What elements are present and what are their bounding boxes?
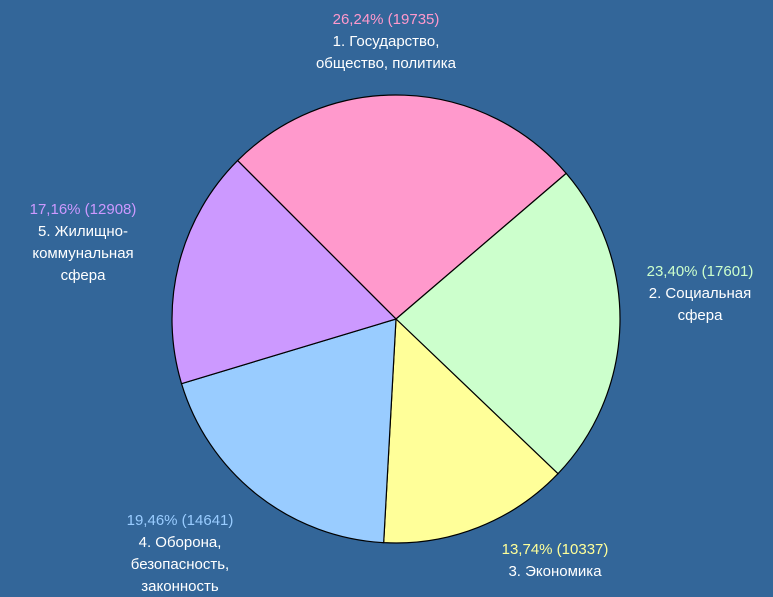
pie-slice xyxy=(171,159,398,385)
value-label: 23,40% (17601) xyxy=(647,263,754,280)
category-label: 1. Государство, xyxy=(333,33,440,50)
value-label: 13,74% (10337) xyxy=(502,541,609,558)
pie-slice xyxy=(383,317,559,544)
category-label: сфера xyxy=(678,307,724,324)
value-label: 17,16% (12908) xyxy=(30,201,137,218)
category-label: коммунальная xyxy=(32,245,133,262)
category-label: законность xyxy=(141,578,219,595)
category-label: 3. Экономика xyxy=(508,563,602,580)
category-label: сфера xyxy=(61,267,107,284)
pie-slice xyxy=(180,318,397,544)
pie-slice xyxy=(395,172,621,475)
pie-slice xyxy=(236,94,568,320)
category-label: 2. Социальная xyxy=(649,285,751,302)
value-label: 19,46% (14641) xyxy=(127,512,234,529)
category-label: 5. Жилищно- xyxy=(38,223,128,240)
value-label: 26,24% (19735) xyxy=(333,11,440,28)
category-label: общество, политика xyxy=(316,55,457,72)
category-label: безопасность, xyxy=(131,556,229,573)
category-label: 4. Оборона, xyxy=(139,534,222,551)
